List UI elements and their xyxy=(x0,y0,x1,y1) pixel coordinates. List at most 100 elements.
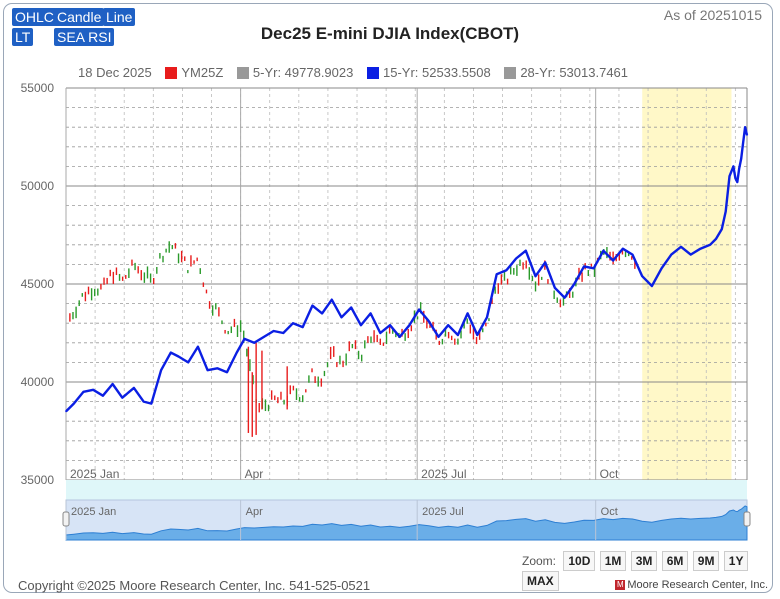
series-point-15yr xyxy=(641,275,644,277)
series-point-15yr xyxy=(466,312,469,315)
navigator-top-strip xyxy=(66,480,747,500)
zoom-max-button[interactable]: MAX xyxy=(522,571,559,591)
series-point-15yr xyxy=(408,324,411,326)
navigator-right-handle[interactable] xyxy=(743,511,751,527)
series-point-15yr xyxy=(177,355,180,358)
y-tick-label: 55000 xyxy=(21,81,55,95)
series-point-15yr xyxy=(253,342,255,344)
zoom-label: Zoom: xyxy=(522,554,557,568)
series-point-15yr xyxy=(243,338,246,340)
x-tick-label: Oct xyxy=(600,467,619,481)
series-point-15yr xyxy=(486,316,488,319)
series-point-15yr xyxy=(742,142,744,144)
zoom-1y-button[interactable]: 1Y xyxy=(723,551,749,571)
series-point-15yr xyxy=(457,334,459,336)
legend-item-28yr[interactable]: 28-Yr: 53013.7461 xyxy=(520,65,629,81)
legend-swatch-28yr[interactable] xyxy=(504,66,517,79)
lt-button[interactable]: LT xyxy=(12,28,34,46)
zoom-6m-button[interactable]: 6M xyxy=(661,551,689,571)
zoom-1m-button[interactable]: 1M xyxy=(599,551,627,571)
legend-swatch-ym25z[interactable] xyxy=(165,66,178,79)
series-point-15yr xyxy=(121,396,124,399)
series-point-15yr xyxy=(111,383,114,385)
series-point-15yr xyxy=(369,312,372,315)
brand-name: Moore Research Center, Inc. xyxy=(627,579,768,591)
navigator-left-handle[interactable] xyxy=(62,511,70,527)
zoom-bar: Zoom: 10D 1M 3M 6M 9M 1Y MAX xyxy=(522,551,780,591)
series-point-15yr xyxy=(680,245,682,248)
series-point-15yr xyxy=(350,306,353,309)
series-point-15yr xyxy=(699,247,702,250)
series-point-15yr xyxy=(660,267,663,270)
legend-item-5yr[interactable]: 5-Yr: 49778.9023 xyxy=(252,65,354,81)
series-point-15yr xyxy=(592,267,595,270)
series-point-15yr xyxy=(476,334,479,336)
legend-item-ym25z[interactable]: YM25Z xyxy=(181,65,224,81)
legend-date: 18 Dec 2025 xyxy=(78,65,152,81)
brand: M Moore Research Center, Inc. xyxy=(615,579,768,591)
series-point-15yr xyxy=(360,324,362,326)
series-point-15yr xyxy=(102,394,104,397)
series-point-15yr xyxy=(744,126,746,128)
series-point-15yr xyxy=(447,324,450,326)
series-point-15yr xyxy=(622,247,624,250)
series-point-15yr xyxy=(573,283,576,285)
zoom-9m-button[interactable]: 9M xyxy=(692,551,720,571)
series-point-15yr xyxy=(142,400,145,403)
y-tick-label: 35000 xyxy=(21,473,55,487)
series-point-15yr xyxy=(216,367,219,370)
series-point-15yr xyxy=(732,165,735,168)
legend-swatch-15yr[interactable] xyxy=(366,66,379,79)
chart-title: Dec25 E-mini DJIA Index(CBOT) xyxy=(260,24,520,43)
brand-logo-icon: M xyxy=(615,580,626,591)
y-tick-label: 50000 xyxy=(21,179,55,193)
series-point-15yr xyxy=(301,326,304,328)
series-point-15yr xyxy=(418,308,420,311)
zoom-10d-button[interactable]: 10D xyxy=(563,551,596,571)
series-point-15yr xyxy=(746,134,748,136)
legend-item-15yr[interactable]: 15-Yr: 52533.5508 xyxy=(382,65,491,81)
series-point-15yr xyxy=(92,389,94,391)
series-point-15yr xyxy=(736,181,739,183)
series-point-15yr xyxy=(331,298,333,301)
series-point-15yr xyxy=(321,312,323,315)
series-point-15yr xyxy=(187,361,190,364)
series-point-15yr xyxy=(65,410,67,413)
line-button[interactable]: Line xyxy=(103,8,136,26)
series-point-15yr xyxy=(428,320,430,323)
navigator-area xyxy=(65,505,748,541)
x-tick-label: 2025 Jul xyxy=(421,467,466,481)
series-point-15yr xyxy=(133,387,135,389)
y-tick-label: 45000 xyxy=(21,277,55,291)
candle-button[interactable]: Candle xyxy=(54,8,105,26)
series-point-15yr xyxy=(495,273,498,276)
legend: 18 Dec 2025 YM25Z 5-Yr: 49778.9023 15-Yr… xyxy=(78,64,628,80)
series-point-15yr xyxy=(379,332,382,334)
series-point-15yr xyxy=(263,336,265,338)
series-point-15yr xyxy=(272,330,275,332)
series-point-15yr xyxy=(715,238,717,240)
series-point-15yr xyxy=(82,391,85,393)
navigator-tick-label: 2025 Jul xyxy=(422,506,464,518)
series-point-15yr xyxy=(734,177,737,179)
series-line-15yr xyxy=(65,126,749,413)
series-point-15yr xyxy=(169,351,172,354)
ohlc-button[interactable]: OHLC xyxy=(12,8,57,26)
series-point-15yr xyxy=(389,324,391,326)
series-point-15yr xyxy=(554,287,556,289)
series-point-15yr xyxy=(150,402,153,405)
series-point-15yr xyxy=(709,244,711,246)
series-point-15yr xyxy=(728,175,731,177)
x-tick-label: 2025 Jan xyxy=(70,467,119,481)
series-point-15yr xyxy=(534,275,537,277)
series-point-15yr xyxy=(740,157,742,160)
navigator-tick-label: Oct xyxy=(601,506,618,518)
series-point-15yr xyxy=(602,249,605,252)
series-point-15yr xyxy=(724,210,727,213)
zoom-3m-button[interactable]: 3M xyxy=(630,551,658,571)
sea-rsi-button[interactable]: SEA RSI xyxy=(54,28,115,46)
series-point-15yr xyxy=(160,369,162,372)
navigator-tick-label: 2025 Jan xyxy=(71,506,116,518)
legend-swatch-5yr[interactable] xyxy=(236,66,249,79)
series-point-15yr xyxy=(72,402,75,405)
